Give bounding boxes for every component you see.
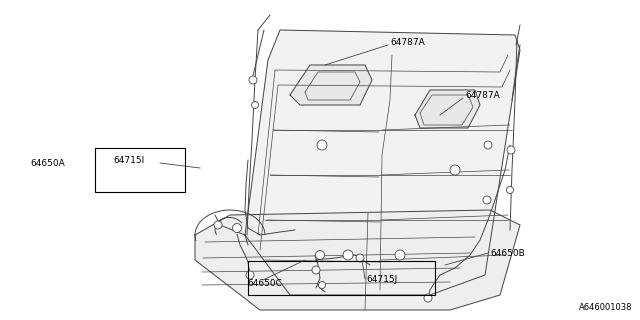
Circle shape [214, 221, 222, 229]
Circle shape [506, 187, 513, 194]
Text: 64650A: 64650A [30, 158, 65, 167]
Circle shape [343, 250, 353, 260]
Bar [95, 148, 185, 192]
Polygon shape [195, 210, 520, 310]
Polygon shape [415, 90, 480, 128]
Circle shape [424, 294, 432, 302]
Circle shape [395, 250, 405, 260]
Text: A646001038: A646001038 [579, 303, 632, 312]
Circle shape [246, 271, 254, 279]
Text: 64787A: 64787A [465, 91, 500, 100]
Text: 64650C: 64650C [248, 278, 282, 287]
Circle shape [484, 141, 492, 149]
Circle shape [356, 254, 364, 262]
Circle shape [483, 196, 491, 204]
Circle shape [507, 146, 515, 154]
Text: 64787A: 64787A [390, 37, 425, 46]
Circle shape [232, 223, 241, 233]
Bar [248, 261, 435, 295]
Circle shape [450, 165, 460, 175]
Circle shape [317, 140, 327, 150]
Polygon shape [245, 30, 520, 295]
Circle shape [312, 266, 320, 274]
Circle shape [252, 101, 259, 108]
Circle shape [316, 251, 324, 260]
Circle shape [249, 76, 257, 84]
Text: 64650B: 64650B [490, 249, 525, 258]
Circle shape [319, 282, 326, 289]
Polygon shape [290, 65, 372, 105]
Text: 64715J: 64715J [366, 275, 397, 284]
Text: 64715I: 64715I [113, 156, 144, 164]
